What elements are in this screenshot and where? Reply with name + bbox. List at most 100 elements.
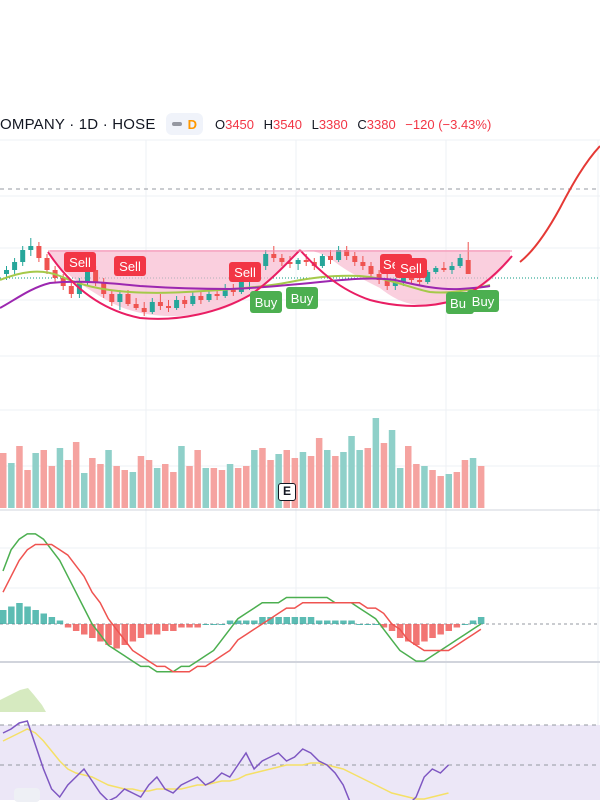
macd-histogram-bar: [299, 617, 307, 624]
macd-histogram-bar: [24, 606, 31, 624]
macd-histogram-bar: [129, 624, 137, 642]
candle: [190, 292, 196, 306]
macd-histogram-bar: [364, 624, 371, 625]
volume-bar: [283, 450, 290, 508]
volume-bar: [113, 466, 120, 508]
macd-histogram-bar: [307, 617, 315, 624]
volume-bar: [8, 463, 15, 508]
macd-line: [2, 533, 482, 673]
volume-bar: [356, 450, 363, 508]
svg-text:Se: Se: [383, 257, 399, 272]
macd-histogram-bar: [16, 603, 23, 624]
volume-bar: [186, 466, 193, 508]
macd-histogram-bar: [105, 624, 112, 645]
macd-histogram-bar: [267, 617, 274, 624]
volume-bar: [429, 470, 436, 508]
macd-histogram-bar: [291, 617, 299, 624]
macd-histogram-bar: [453, 624, 461, 628]
low-label: L: [311, 116, 319, 132]
macd-histogram-bar: [380, 624, 388, 628]
projection-arrow: [519, 145, 600, 263]
volume-bar: [218, 470, 226, 508]
scroll-button[interactable]: [14, 788, 40, 802]
candle: [287, 256, 293, 268]
high-label: H: [263, 116, 274, 132]
candlesticks: [4, 238, 471, 316]
volume-bar: [299, 452, 307, 508]
candle: [133, 298, 139, 310]
svg-text:Sell: Sell: [234, 265, 256, 280]
candle: [328, 250, 333, 264]
candle: [319, 254, 325, 268]
change-value: −120 (−3.43%): [405, 116, 492, 132]
macd-histogram-bar: [429, 624, 436, 638]
volume-bar: [145, 460, 153, 508]
volume-bar: [267, 460, 274, 508]
macd-histogram-bar: [275, 617, 282, 624]
candle: [271, 246, 277, 262]
volume-bar: [234, 468, 242, 508]
volume-bar: [340, 452, 347, 508]
earnings-marker[interactable]: E: [278, 483, 296, 501]
candle: [198, 292, 204, 304]
macd-histogram-bar: [145, 624, 153, 635]
macd-histogram-bar: [72, 624, 80, 631]
volume-bar: [170, 472, 177, 508]
candle: [141, 302, 147, 316]
svg-text:Bu: Bu: [450, 296, 466, 311]
svg-text:Buy: Buy: [291, 291, 314, 306]
macd-histogram-bar: [226, 620, 234, 624]
volume-bar: [388, 430, 396, 508]
delay-badge[interactable]: D: [165, 113, 203, 135]
candle: [222, 284, 228, 298]
rsi-band: [0, 725, 600, 800]
macd-histogram-bar: [113, 624, 120, 649]
volume-bar: [40, 450, 47, 508]
macd-histogram-bar: [202, 624, 209, 625]
ma-slow-line: [0, 277, 491, 309]
volume-bar: [48, 466, 56, 508]
volume-bar: [332, 456, 339, 508]
macd-histogram-bar: [243, 620, 250, 624]
candle: [36, 242, 42, 262]
macd-histogram-bar: [170, 624, 177, 631]
macd-histogram-bar: [162, 624, 169, 631]
candle: [295, 258, 301, 270]
high-value: 3540: [273, 116, 302, 132]
symbol-title[interactable]: OMPANY · 1D · HOSE: [0, 115, 156, 133]
candle: [336, 246, 342, 262]
volume-bars: [0, 418, 485, 508]
volume-bar: [89, 458, 96, 508]
candle: [166, 300, 171, 312]
svg-text:Sell: Sell: [119, 259, 141, 274]
sell-label-2: Sell: [114, 256, 146, 276]
macd-histogram-bar: [40, 613, 47, 624]
volume-bar: [469, 458, 477, 508]
candle: [449, 262, 455, 274]
macd-histogram: [0, 603, 485, 649]
eye-icon: [171, 122, 182, 126]
volume-bar: [32, 453, 39, 508]
svg-text:Buy: Buy: [255, 295, 278, 310]
macd-histogram-bar: [388, 624, 396, 631]
volume-bar: [0, 453, 7, 508]
volume-bar: [364, 448, 371, 508]
candle: [279, 254, 285, 266]
chart-header: OMPANY · 1D · HOSE D O3450 H3540 L3380 C…: [0, 113, 491, 135]
candle: [12, 258, 18, 274]
candle: [157, 294, 163, 310]
candle: [360, 256, 366, 270]
candle: [20, 246, 26, 266]
candle: [433, 266, 439, 274]
candle: [68, 282, 74, 298]
macd-histogram-bar: [178, 624, 185, 628]
macd-histogram-bar: [81, 624, 88, 635]
delay-badge-label: D: [187, 116, 197, 132]
volume-bar: [461, 460, 469, 508]
macd-histogram-bar: [445, 624, 452, 631]
volume-bar: [396, 468, 404, 508]
macd-histogram-bar: [56, 620, 64, 624]
volume-bar: [81, 473, 88, 508]
candle: [174, 296, 180, 310]
macd-histogram-bar: [324, 620, 331, 624]
